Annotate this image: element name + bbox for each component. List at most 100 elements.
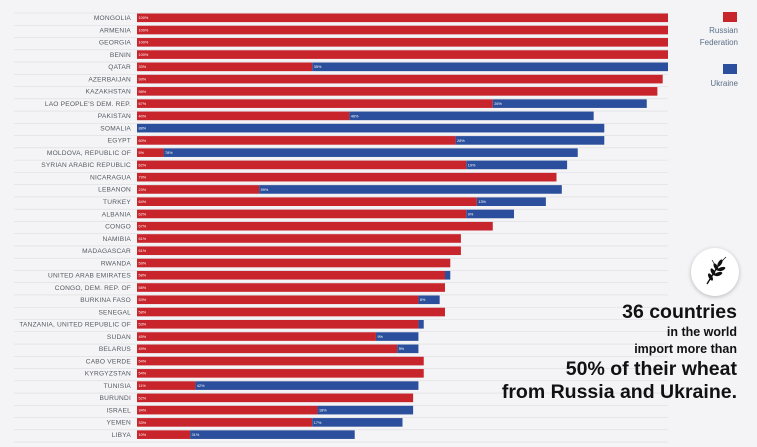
- category-label: SENEGAL: [98, 309, 131, 316]
- category-label: MADAGASCAR: [82, 248, 131, 255]
- bar-label-ukraine: 35%: [314, 65, 322, 69]
- bar-russia: [137, 74, 663, 84]
- bar-label-russia: 100%: [139, 28, 149, 32]
- bar-label-ukraine: 59%: [261, 188, 269, 192]
- legend-label-russia: Russian Federation: [700, 26, 738, 47]
- bar-label-russia: 33%: [139, 421, 147, 425]
- bar-label-russia: 62%: [139, 212, 147, 216]
- category-label: ISRAEL: [106, 407, 131, 414]
- wheat-icon: [691, 248, 739, 296]
- bar-label-russia: 67%: [139, 225, 147, 229]
- category-label: BENIN: [110, 52, 131, 59]
- category-label: SOMALIA: [100, 125, 131, 132]
- bar-ukraine: [455, 136, 605, 145]
- bar-label-ukraine: 5%: [399, 347, 405, 351]
- bar-russia: [137, 209, 467, 219]
- bar-russia: [137, 418, 313, 427]
- bar-russia: [137, 197, 477, 206]
- category-label: TANZANIA, UNITED REPUBLIC OF: [19, 322, 131, 329]
- bar-ukraine: [466, 209, 515, 219]
- category-label: CABO VERDE: [86, 358, 132, 365]
- bar-label-russia: 49%: [139, 347, 147, 351]
- category-label: GEORGIA: [99, 40, 132, 47]
- headline-line-2: in the world: [666, 325, 737, 339]
- bar-ukraine: [195, 381, 419, 390]
- category-label: BURUNDI: [100, 395, 131, 402]
- bar-russia: [137, 62, 313, 72]
- bar-label-ukraine: 88%: [139, 127, 147, 131]
- bar-ukraine: [397, 344, 419, 354]
- category-label: AZERBAIJAN: [88, 76, 131, 83]
- bar-ukraine: [476, 197, 546, 206]
- bar-ukraine: [190, 430, 355, 439]
- bar-label-russia: 54%: [139, 372, 147, 376]
- category-label: LEBANON: [98, 187, 131, 194]
- category-label: MOLDOVA, REPUBLIC OF: [47, 150, 131, 157]
- bar-label-russia: 58%: [139, 310, 147, 314]
- bar-ukraine: [317, 405, 414, 415]
- bar-label-russia: 61%: [139, 237, 147, 241]
- bar-label-russia: 58%: [139, 286, 147, 290]
- category-label: LAO PEOPLE'S DEM. REP.: [45, 101, 131, 108]
- category-label: BELARUS: [99, 346, 132, 353]
- bar-label-russia: 34%: [139, 409, 147, 413]
- headline-line-3: import more than: [634, 342, 737, 356]
- bar-russia: [137, 185, 260, 194]
- bar-russia: [137, 369, 424, 378]
- bar-ukraine: [163, 148, 578, 157]
- bar-ukraine: [375, 332, 419, 341]
- bar-label-russia: 64%: [139, 200, 147, 204]
- bar-label-russia: 100%: [139, 41, 149, 45]
- bar-russia: [137, 172, 557, 182]
- category-label: SUDAN: [107, 334, 131, 341]
- category-label: ARMENIA: [100, 27, 132, 34]
- headline-line-1: 36 countries: [622, 301, 737, 323]
- category-label: EGYPT: [108, 138, 131, 145]
- bar-label-russia: 53%: [139, 323, 147, 327]
- bar-russia: [137, 258, 451, 268]
- category-label: QATAR: [108, 64, 131, 71]
- category-label: CONGO, DEM. REP. OF: [55, 285, 131, 292]
- bar-label-russia: 45%: [139, 335, 147, 339]
- bar-label-russia: 33%: [139, 65, 147, 69]
- bar-russia: [137, 246, 461, 256]
- bar-russia: [137, 136, 456, 145]
- bar-label-ukraine: 17%: [314, 421, 322, 425]
- bar-label-russia: 23%: [139, 188, 147, 192]
- bar-label-russia: 53%: [139, 298, 147, 302]
- category-label: YEMEN: [107, 420, 131, 427]
- bar-ukraine: [259, 185, 562, 194]
- category-label: MONGOLIA: [94, 15, 132, 22]
- bar-label-russia: 61%: [139, 249, 147, 253]
- bar-ukraine: [466, 160, 568, 170]
- category-label: UNITED ARAB EMIRATES: [48, 273, 131, 280]
- bar-label-russia: 99%: [139, 78, 147, 82]
- bar-russia: [137, 87, 658, 96]
- bar-russia: [137, 405, 318, 415]
- country-labels: MONGOLIA ARMENIA GEORGIA BENIN QATAR AZERBAIJ…: [19, 15, 131, 439]
- bar-russia: [137, 332, 376, 341]
- bar-russia: [137, 25, 668, 35]
- bar-ukraine: [492, 99, 647, 108]
- bar-russia: [137, 111, 350, 121]
- category-label: KAZAKHSTAN: [86, 89, 132, 96]
- bar-russia: [137, 320, 419, 329]
- bar-label-russia: 40%: [139, 114, 147, 118]
- bar-label-ukraine: 18%: [319, 409, 327, 413]
- bar-russia: [137, 221, 493, 231]
- bar-label-russia: 79%: [139, 176, 147, 180]
- category-label: BURKINA FASO: [80, 297, 131, 304]
- bar-ukraine: [312, 62, 668, 72]
- headline-line-4: 50% of their wheat: [565, 358, 737, 380]
- legend-label-ukraine: Ukraine: [710, 79, 738, 88]
- bar-russia: [137, 307, 445, 317]
- category-label: SYRIAN ARABIC REPUBLIC: [41, 162, 131, 169]
- bar-ukraine: [349, 111, 594, 121]
- bar-ukraine: [312, 418, 403, 427]
- category-label: ALBANIA: [102, 211, 132, 218]
- legend-swatch-russia: [723, 12, 737, 22]
- bar-label-ukraine: 78%: [165, 151, 173, 155]
- bar-russia: [137, 270, 445, 280]
- category-label: PAKISTAN: [98, 113, 131, 120]
